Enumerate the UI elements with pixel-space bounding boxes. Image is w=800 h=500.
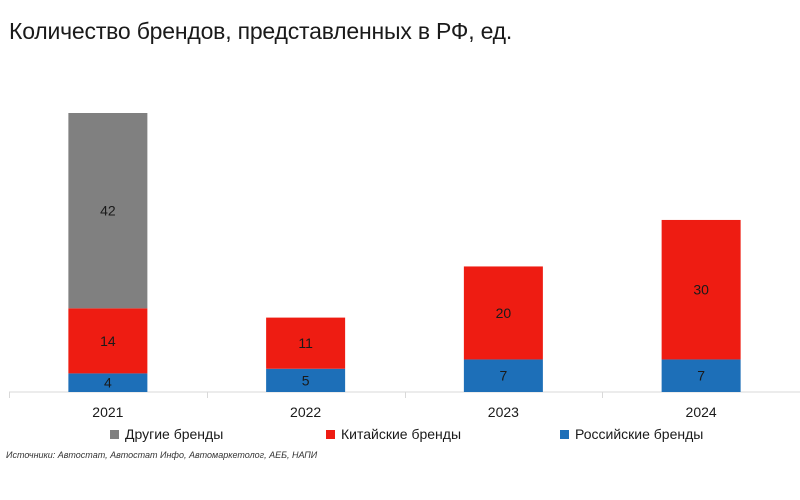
bar-other-2021 (68, 113, 148, 309)
legend: Другие бренды Китайские бренды Российски… (0, 426, 800, 446)
data-label-chinese-2022: 11 (298, 335, 313, 351)
x-tick-label-2021: 2021 (92, 404, 123, 420)
legend-item-russian: Российские бренды (560, 426, 703, 442)
data-label-chinese-2021: 14 (100, 333, 116, 349)
stacked-bar-chart: 4 14 42 2021 5 11 2022 7 20 2023 7 30 2024 (9, 113, 800, 420)
data-label-other-2021: 42 (100, 203, 116, 219)
bar-russian-2022 (266, 368, 346, 392)
legend-swatch-chinese (326, 429, 335, 439)
data-label-chinese-2024: 30 (693, 282, 709, 298)
data-label-russian-2021: 4 (104, 375, 112, 391)
legend-swatch-russian (560, 429, 569, 439)
legend-label-russian: Российские бренды (575, 426, 704, 442)
legend-item-other: Другие бренды (110, 426, 223, 442)
legend-item-chinese: Китайские бренды (326, 426, 461, 442)
bar-chinese-2021 (68, 308, 148, 374)
x-tick-label-2024: 2024 (686, 404, 717, 420)
legend-swatch-other (110, 429, 119, 439)
bar-chinese-2024 (661, 219, 741, 360)
bar-chinese-2022 (266, 317, 346, 369)
chart-title: Количество брендов, представленных в РФ,… (9, 18, 513, 44)
source-note: Источники: Автостат, Автостат Инфо, Авто… (6, 450, 318, 460)
data-label-russian-2022: 5 (302, 372, 310, 388)
bar-chinese-2023 (463, 266, 543, 360)
bar-russian-2023 (463, 359, 543, 392)
x-tick-label-2022: 2022 (290, 404, 321, 420)
data-label-russian-2023: 7 (499, 368, 507, 384)
legend-label-chinese: Китайские бренды (341, 426, 462, 442)
data-label-russian-2024: 7 (697, 368, 705, 384)
bar-russian-2021 (68, 373, 148, 392)
x-tick-label-2023: 2023 (488, 404, 519, 420)
bar-russian-2024 (661, 359, 741, 392)
legend-label-other: Другие бренды (125, 426, 224, 442)
data-label-chinese-2023: 20 (496, 305, 512, 321)
